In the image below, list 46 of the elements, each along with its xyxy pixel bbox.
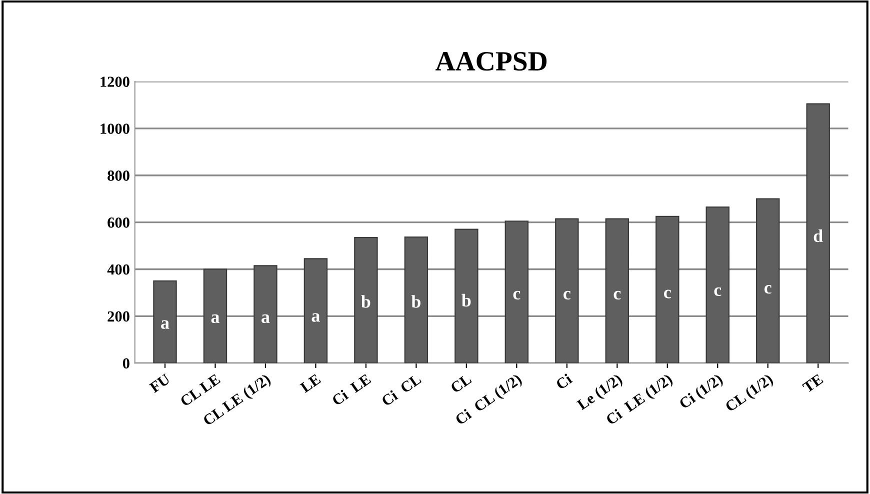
bar <box>756 198 780 364</box>
annotation: c <box>513 290 520 300</box>
x-tick-label: Ci <box>555 372 573 390</box>
y-tick-label: 600 <box>108 217 130 228</box>
annotation: b <box>411 295 420 308</box>
bar <box>806 103 830 364</box>
bar <box>354 236 378 364</box>
bar <box>304 258 328 364</box>
annotation: c <box>714 287 722 296</box>
x-tick-label: FU <box>148 374 171 394</box>
bar <box>254 265 278 364</box>
y-tick-label: 1200 <box>100 76 130 87</box>
annotation: a <box>262 314 270 324</box>
annotation: c <box>564 290 570 300</box>
annotation: b <box>361 295 370 308</box>
x-tick-label: Ci (1/2) <box>678 373 726 412</box>
x-tick-label: CL LE <box>180 374 221 407</box>
annotation: d <box>814 229 823 242</box>
bar <box>605 218 630 364</box>
bar <box>454 228 478 364</box>
bar <box>404 236 428 364</box>
bar <box>656 216 680 364</box>
bar <box>153 280 177 364</box>
annotation: c <box>764 285 772 294</box>
bar <box>203 268 228 364</box>
annotation: c <box>664 290 671 298</box>
x-tick-label: Ci LE <box>331 373 372 406</box>
x-tick-label: TE <box>802 374 824 394</box>
x-tick-label: LE <box>300 374 322 394</box>
y-tick-label: 800 <box>108 170 130 181</box>
x-tick-label: CL <box>450 374 472 394</box>
bar <box>555 218 579 364</box>
annotation: a <box>312 313 320 322</box>
annotation: b <box>462 294 471 307</box>
y-tick-label: 200 <box>108 311 130 322</box>
y-tick-label: 1000 <box>100 124 130 134</box>
bar <box>504 220 529 364</box>
y-tick-label: 0 <box>122 358 130 369</box>
x-tick-label: CL (1/2) <box>724 373 776 415</box>
annotation: a <box>211 314 220 324</box>
x-tick-label: Ci CL <box>380 373 422 407</box>
bar <box>706 206 730 364</box>
chart-title: AACPSD <box>435 52 547 71</box>
y-tick-label: 400 <box>107 264 130 275</box>
annotation: c <box>614 290 621 300</box>
annotation: a <box>161 320 170 329</box>
